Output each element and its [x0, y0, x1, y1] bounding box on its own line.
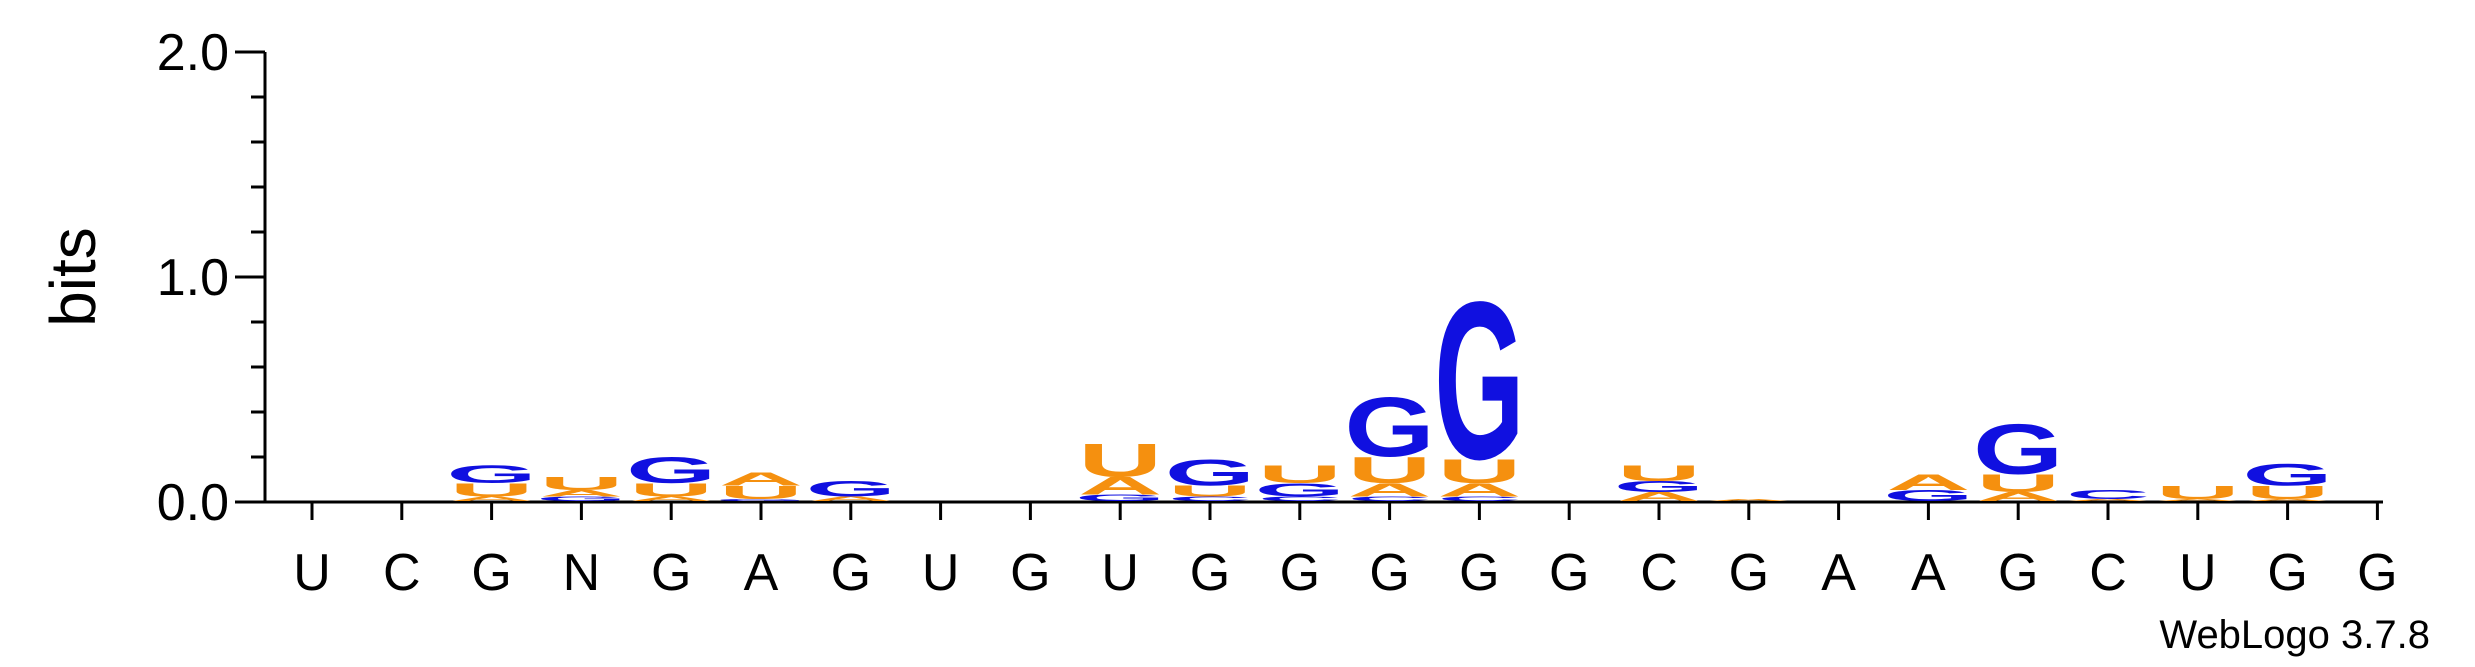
logo-letter-C: C — [1258, 495, 1342, 502]
logo-letter-G: G — [1255, 480, 1345, 501]
x-tick-label: G — [831, 544, 871, 602]
x-tick-label: G — [1369, 544, 1409, 602]
x-tick-label: U — [2179, 544, 2217, 602]
logo-letter-G: G — [1344, 380, 1434, 475]
logo-letter-G: G — [1973, 410, 2063, 490]
logo-letter-A: A — [1437, 480, 1521, 501]
logo-letter-U: U — [1437, 452, 1521, 491]
weblogo-credit: WebLogo 3.7.8 — [2159, 613, 2430, 657]
logo-letter-G: G — [536, 495, 626, 502]
logo-letter-A: A — [1348, 480, 1432, 501]
logo-letter-A: A — [719, 468, 803, 489]
y-tick-label: 2.0 — [157, 24, 229, 82]
logo-letter-G: G — [2242, 457, 2332, 492]
logo-letter-G: G — [1434, 255, 1524, 506]
x-tick-label: C — [1640, 544, 1678, 602]
x-tick-label: N — [563, 544, 601, 602]
logo-letter-A: A — [1617, 490, 1701, 504]
logo-letter-C: C — [2066, 487, 2150, 501]
x-tick-label: G — [651, 544, 691, 602]
logo-letter-A: A — [629, 495, 713, 502]
x-tick-label: G — [1729, 544, 1769, 602]
logo-letter-A: A — [539, 488, 623, 498]
logo-letter-U: U — [450, 480, 534, 501]
x-tick-label: U — [922, 544, 960, 602]
x-tick-label: A — [1821, 544, 1856, 602]
logo-letter-A: A — [1886, 470, 1970, 495]
logo-letter-G: G — [1075, 493, 1165, 503]
logo-letter-U: U — [1258, 460, 1342, 488]
y-axis-title: bits — [37, 227, 109, 327]
logo-letter-G: G — [806, 477, 896, 502]
logo-letter-U: U — [1078, 434, 1162, 486]
logo-letter-U: U — [2246, 482, 2330, 503]
x-tick-label: G — [1010, 544, 1050, 602]
x-tick-label: A — [1911, 544, 1946, 602]
logo-letter-A: A — [809, 495, 893, 502]
logo-letter-G: G — [1165, 452, 1255, 494]
logo-letter-A: A — [1078, 472, 1162, 500]
x-tick-label: G — [2267, 544, 2307, 602]
y-tick-label: 0.0 — [157, 474, 229, 532]
logo-letter-U: U — [1976, 469, 2060, 497]
y-tick-label: 1.0 — [157, 249, 229, 307]
logo-letter-A: A — [1707, 498, 1791, 501]
x-tick-label: G — [1998, 544, 2038, 602]
y-axis: 0.0 1.0 2.0 — [157, 24, 267, 532]
x-tick-label: U — [1101, 544, 1139, 602]
x-tick-label: G — [1280, 544, 1320, 602]
x-tick-label: G — [1549, 544, 1589, 602]
x-tick-label: C — [383, 544, 421, 602]
logo-letter-U: U — [629, 480, 713, 501]
logo-letter-U: U — [719, 482, 803, 503]
logo-letter-U: U — [2156, 482, 2240, 503]
logo-letter-U: U — [539, 473, 623, 494]
logo-letter-U: U — [1168, 482, 1252, 500]
x-tick-label: G — [2357, 544, 2397, 602]
logo-letter-C: C — [1437, 495, 1521, 502]
logo-letter-G: G — [1883, 487, 1973, 505]
logo-letter-U: U — [1348, 450, 1432, 492]
x-tick-label: A — [744, 544, 779, 602]
logo-letter-C: C — [1168, 495, 1252, 502]
logo-letter-A: A — [1976, 490, 2060, 504]
logo-letter-G: G — [626, 450, 716, 492]
logo-letter-A: A — [2246, 498, 2330, 501]
x-tick-label: G — [1459, 544, 1499, 602]
logo-letter-C: C — [1348, 495, 1432, 502]
logo-letter-A: A — [2066, 498, 2150, 501]
x-tick-label: G — [471, 544, 511, 602]
logo-letter-G: G — [716, 498, 806, 501]
logo-letter-A: A — [2156, 498, 2240, 501]
x-tick-label: G — [1190, 544, 1230, 602]
logo-letter-A: A — [450, 495, 534, 502]
logo-letter-U: U — [1617, 461, 1701, 486]
x-tick-label: U — [293, 544, 331, 602]
logo-letter-G: G — [446, 460, 536, 488]
x-tick-label: C — [2089, 544, 2127, 602]
logo-letter-G: G — [1614, 478, 1704, 496]
